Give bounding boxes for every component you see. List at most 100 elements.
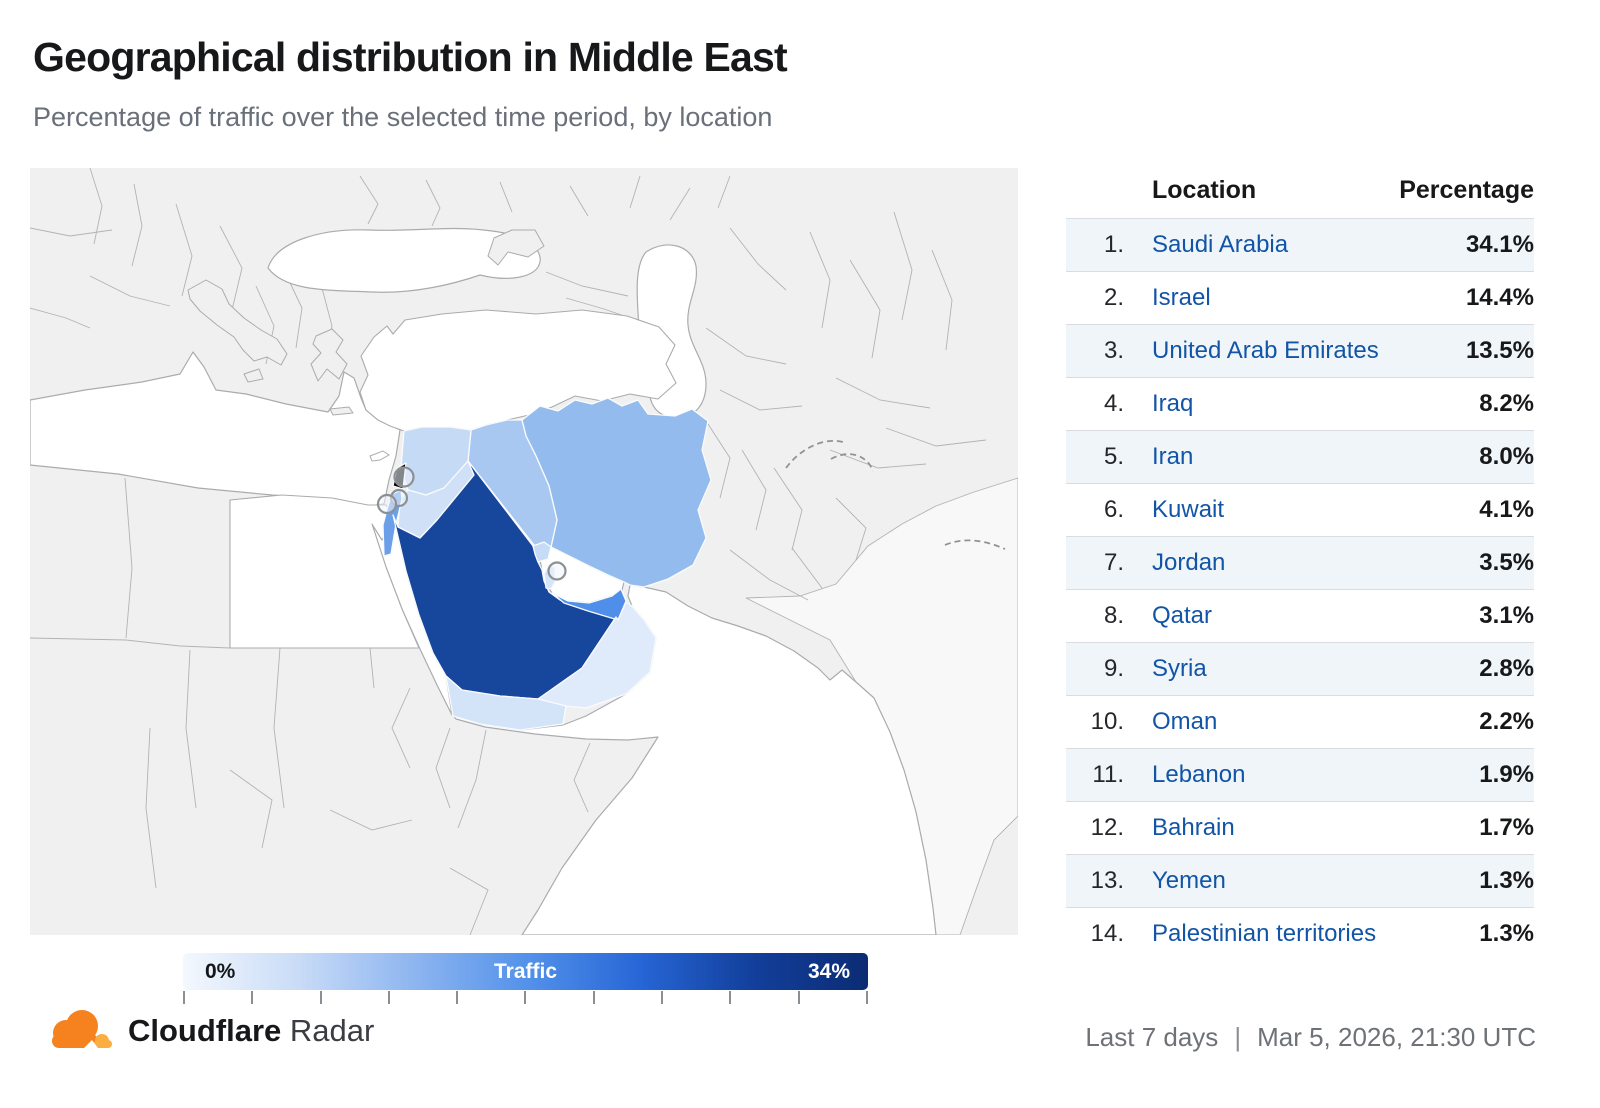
row-rank: 14. (1090, 920, 1124, 947)
table-row: 4. Iraq 8.2% (1066, 377, 1534, 430)
row-percentage: 2.8% (1479, 655, 1534, 682)
location-link[interactable]: Yemen (1152, 867, 1226, 894)
legend-tick (729, 991, 732, 1004)
map-region-united-arab-emirates[interactable] (551, 588, 627, 621)
legend-tick (183, 991, 185, 1004)
cyprus (369, 450, 390, 462)
location-table-body: 1. Saudi Arabia 34.1% 2. Israel 14.4% 3. United… (1066, 218, 1534, 960)
location-link[interactable]: Oman (1152, 708, 1218, 735)
italy (187, 279, 288, 366)
traffic-legend-bar: 0% Traffic 34% (183, 953, 868, 990)
legend-tick (524, 991, 527, 1004)
brand-name-light: Radar (289, 1013, 375, 1048)
report-meta: Last 7 days | Mar 5, 2026, 21:30 UTC (1085, 1022, 1536, 1053)
sicily (243, 368, 264, 383)
marker-bahrain[interactable] (547, 561, 567, 581)
location-link[interactable]: Lebanon (1152, 761, 1246, 788)
map-region-egypt[interactable] (229, 494, 420, 649)
brand-text: Cloudflare Radar (128, 1013, 374, 1049)
location-column-header: Location (1152, 176, 1257, 204)
row-rank: 2. (1103, 284, 1124, 311)
location-link[interactable]: Iraq (1152, 390, 1194, 417)
cloudflare-logo-icon (52, 1010, 112, 1048)
greece (310, 328, 348, 382)
row-percentage: 4.1% (1479, 496, 1534, 523)
table-row: 6. Kuwait 4.1% (1066, 483, 1534, 536)
brand-name-bold: Cloudflare (128, 1013, 282, 1048)
row-rank: 3. (1103, 337, 1124, 364)
table-row: 1. Saudi Arabia 34.1% (1066, 218, 1534, 271)
location-link[interactable]: Iran (1152, 443, 1194, 470)
location-link[interactable]: Bahrain (1152, 814, 1235, 841)
location-ranking-table: Location Percentage 1. Saudi Arabia 34.1% 2… (1066, 172, 1534, 960)
crimea (487, 229, 545, 266)
row-rank: 10. (1090, 708, 1124, 735)
row-rank: 4. (1103, 390, 1124, 417)
time-range-label: Last 7 days (1085, 1022, 1219, 1052)
table-row: 5. Iran 8.0% (1066, 430, 1534, 483)
row-percentage: 1.3% (1479, 867, 1534, 894)
marker-lebanon[interactable] (393, 466, 415, 488)
timestamp-label: Mar 5, 2026, 21:30 UTC (1257, 1022, 1536, 1052)
location-link[interactable]: United Arab Emirates (1152, 337, 1379, 364)
legend-tick (251, 991, 254, 1004)
table-row: 12. Bahrain 1.7% (1066, 801, 1534, 854)
map-region-oman[interactable] (537, 601, 657, 709)
row-percentage: 14.4% (1465, 284, 1534, 311)
legend-ticks (183, 991, 868, 1004)
location-link[interactable]: Israel (1152, 284, 1211, 311)
location-link[interactable]: Qatar (1152, 602, 1213, 629)
row-rank: 6. (1103, 496, 1124, 523)
legend-min-label: 0% (205, 959, 236, 983)
disputed-borders (785, 440, 1006, 550)
cloudflare-radar-brand[interactable]: Cloudflare Radar (40, 1006, 374, 1056)
table-row: 3. United Arab Emirates 13.5% (1066, 324, 1534, 377)
row-percentage: 3.1% (1479, 602, 1534, 629)
row-rank: 5. (1103, 443, 1124, 470)
row-percentage: 1.3% (1479, 920, 1534, 947)
table-row: 2. Israel 14.4% (1066, 271, 1534, 324)
location-link[interactable]: Syria (1152, 655, 1207, 682)
row-rank: 1. (1103, 231, 1124, 258)
table-row: 11. Lebanon 1.9% (1066, 748, 1534, 801)
legend-max-label: 34% (807, 959, 850, 983)
black-sea (267, 227, 541, 293)
row-percentage: 2.2% (1479, 708, 1534, 735)
location-link[interactable]: Kuwait (1152, 496, 1225, 523)
row-rank: 7. (1103, 549, 1124, 576)
legend-tick (319, 991, 322, 1004)
location-link[interactable]: Jordan (1152, 549, 1226, 576)
row-percentage: 34.1% (1465, 231, 1534, 258)
legend-tick (661, 991, 664, 1004)
page-subtitle: Percentage of traffic over the selected … (33, 102, 773, 132)
row-rank: 12. (1090, 814, 1124, 841)
row-rank: 8. (1103, 602, 1124, 629)
percentage-column-header: Percentage (1399, 176, 1534, 204)
sea-shapes (30, 227, 937, 935)
middle-east-choropleth-map (30, 168, 1018, 935)
legend-title: Traffic (493, 959, 558, 983)
table-row: 8. Qatar 3.1% (1066, 589, 1534, 642)
row-rank: 9. (1103, 655, 1124, 682)
map-region-yemen[interactable] (445, 675, 567, 731)
row-rank: 11. (1092, 761, 1124, 788)
marker-israel-small[interactable] (376, 493, 398, 515)
row-rank: 13. (1090, 867, 1124, 894)
row-percentage: 13.5% (1465, 337, 1534, 364)
table-row: 9. Syria 2.8% (1066, 642, 1534, 695)
row-percentage: 1.9% (1479, 761, 1534, 788)
location-link[interactable]: Saudi Arabia (1152, 231, 1289, 258)
legend-tick (797, 991, 800, 1004)
location-link[interactable]: Palestinian territories (1152, 920, 1377, 947)
gray-islands (187, 229, 545, 416)
legend-tick (456, 991, 459, 1004)
map-region-kuwait[interactable] (532, 541, 552, 563)
crete (329, 406, 354, 416)
meta-separator: | (1234, 1022, 1242, 1052)
row-percentage: 3.5% (1479, 549, 1534, 576)
table-row: 7. Jordan 3.5% (1066, 536, 1534, 589)
row-percentage: 1.7% (1479, 814, 1534, 841)
row-percentage: 8.0% (1479, 443, 1534, 470)
legend-tick (387, 991, 390, 1004)
